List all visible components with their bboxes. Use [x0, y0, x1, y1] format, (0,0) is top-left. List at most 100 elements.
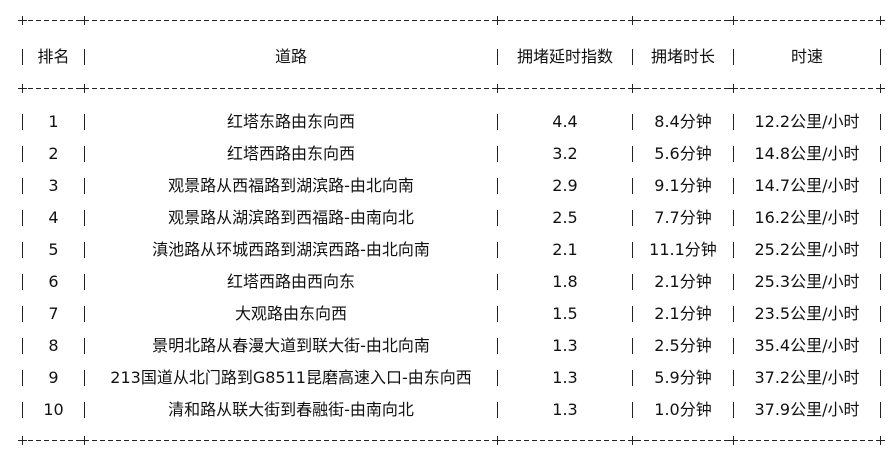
table-corner: [628, 16, 637, 25]
cell-rank: 8: [48, 336, 59, 355]
column-separator: [497, 306, 498, 322]
column-separator: [84, 338, 85, 354]
table-corner: [729, 84, 738, 93]
column-separator: [84, 370, 85, 386]
table-corner: [18, 84, 27, 93]
cell-congestion-duration: 2.1分钟: [654, 304, 712, 323]
table-corner: [876, 436, 885, 445]
column-separator: [84, 402, 85, 418]
cell-delay-index: 4.4: [552, 112, 578, 131]
cell-rank: 6: [48, 272, 59, 291]
column-separator: [880, 338, 881, 354]
column-separator: [22, 370, 23, 386]
table-row: 6 红塔西路由西向东 1.8 2.1分钟 25.3公里/小时: [0, 270, 896, 294]
column-separator: [632, 114, 633, 130]
table-border-line: [20, 20, 882, 21]
cell-delay-index: 2.5: [552, 208, 578, 227]
column-separator: [22, 114, 23, 130]
column-separator: [733, 49, 734, 65]
cell-rank: 7: [48, 304, 59, 323]
column-separator: [733, 306, 734, 322]
cell-speed: 12.2公里/小时: [754, 112, 860, 131]
table-corner: [18, 436, 27, 445]
cell-delay-index: 1.3: [552, 368, 578, 387]
column-separator: [632, 370, 633, 386]
cell-congestion-duration: 2.1分钟: [654, 272, 712, 291]
cell-speed: 35.4公里/小时: [754, 336, 860, 355]
column-separator: [880, 370, 881, 386]
cell-road: 观景路从西福路到湖滨路-由北向南: [168, 176, 414, 195]
cell-rank: 3: [48, 176, 59, 195]
column-separator: [84, 178, 85, 194]
column-separator: [22, 242, 23, 258]
column-separator: [733, 370, 734, 386]
column-separator: [733, 402, 734, 418]
column-separator: [22, 210, 23, 226]
column-separator: [84, 242, 85, 258]
column-separator: [497, 210, 498, 226]
table-corner: [18, 16, 27, 25]
cell-rank: 4: [48, 208, 59, 227]
table-corner: [729, 16, 738, 25]
table-corner: [729, 436, 738, 445]
cell-road: 红塔东路由东向西: [226, 112, 355, 131]
column-separator: [84, 274, 85, 290]
cell-road: 大观路由东向西: [234, 304, 347, 323]
column-separator: [497, 49, 498, 65]
column-separator: [880, 210, 881, 226]
table-row: 10 清和路从联大街到春融街-由南向北 1.3 1.0分钟 37.9公里/小时: [0, 398, 896, 422]
column-separator: [84, 146, 85, 162]
cell-speed: 16.2公里/小时: [754, 208, 860, 227]
column-separator: [632, 242, 633, 258]
cell-rank: 5: [48, 240, 59, 259]
column-separator: [497, 274, 498, 290]
column-separator: [497, 370, 498, 386]
cell-congestion-duration: 5.9分钟: [654, 368, 712, 387]
cell-speed: 25.3公里/小时: [754, 272, 860, 291]
cell-rank: 9: [48, 368, 59, 387]
column-separator: [632, 402, 633, 418]
header-delay-index: 拥堵延时指数: [516, 47, 613, 66]
cell-road: 红塔西路由西向东: [226, 272, 355, 291]
table-corner: [80, 16, 89, 25]
column-separator: [22, 306, 23, 322]
cell-speed: 14.7公里/小时: [754, 176, 860, 195]
column-separator: [497, 338, 498, 354]
cell-delay-index: 1.3: [552, 400, 578, 419]
cell-road: 213国道从北门路到G8511昆磨高速入口-由东向西: [110, 368, 472, 387]
cell-road: 红塔西路由东向西: [226, 144, 355, 163]
cell-delay-index: 2.1: [552, 240, 578, 259]
cell-congestion-duration: 2.5分钟: [654, 336, 712, 355]
column-separator: [880, 146, 881, 162]
table-border-line: [20, 88, 882, 89]
column-separator: [880, 306, 881, 322]
column-separator: [880, 49, 881, 65]
table-row: 1 红塔东路由东向西 4.4 8.4分钟 12.2公里/小时: [0, 110, 896, 134]
cell-congestion-duration: 1.0分钟: [654, 400, 712, 419]
cell-road: 滇池路从环城西路到湖滨西路-由北向南: [152, 240, 430, 259]
column-separator: [733, 210, 734, 226]
header-road: 道路: [274, 47, 307, 66]
cell-congestion-duration: 11.1分钟: [649, 240, 717, 259]
column-separator: [733, 242, 734, 258]
column-separator: [22, 402, 23, 418]
cell-delay-index: 2.9: [552, 176, 578, 195]
table-corner: [876, 16, 885, 25]
cell-rank: 1: [48, 112, 59, 131]
column-separator: [733, 338, 734, 354]
table-row: 7 大观路由东向西 1.5 2.1分钟 23.5公里/小时: [0, 302, 896, 326]
column-separator: [22, 146, 23, 162]
cell-road: 观景路从湖滨路到西福路-由南向北: [168, 208, 414, 227]
header-congestion-duration: 拥堵时长: [650, 47, 715, 66]
table-corner: [493, 436, 502, 445]
column-separator: [632, 49, 633, 65]
cell-delay-index: 3.2: [552, 144, 578, 163]
table-corner: [876, 84, 885, 93]
cell-delay-index: 1.3: [552, 336, 578, 355]
table-corner: [80, 436, 89, 445]
cell-rank: 2: [48, 144, 59, 163]
table-corner: [80, 84, 89, 93]
column-separator: [497, 402, 498, 418]
cell-speed: 23.5公里/小时: [754, 304, 860, 323]
header-rank: 排名: [37, 47, 70, 66]
